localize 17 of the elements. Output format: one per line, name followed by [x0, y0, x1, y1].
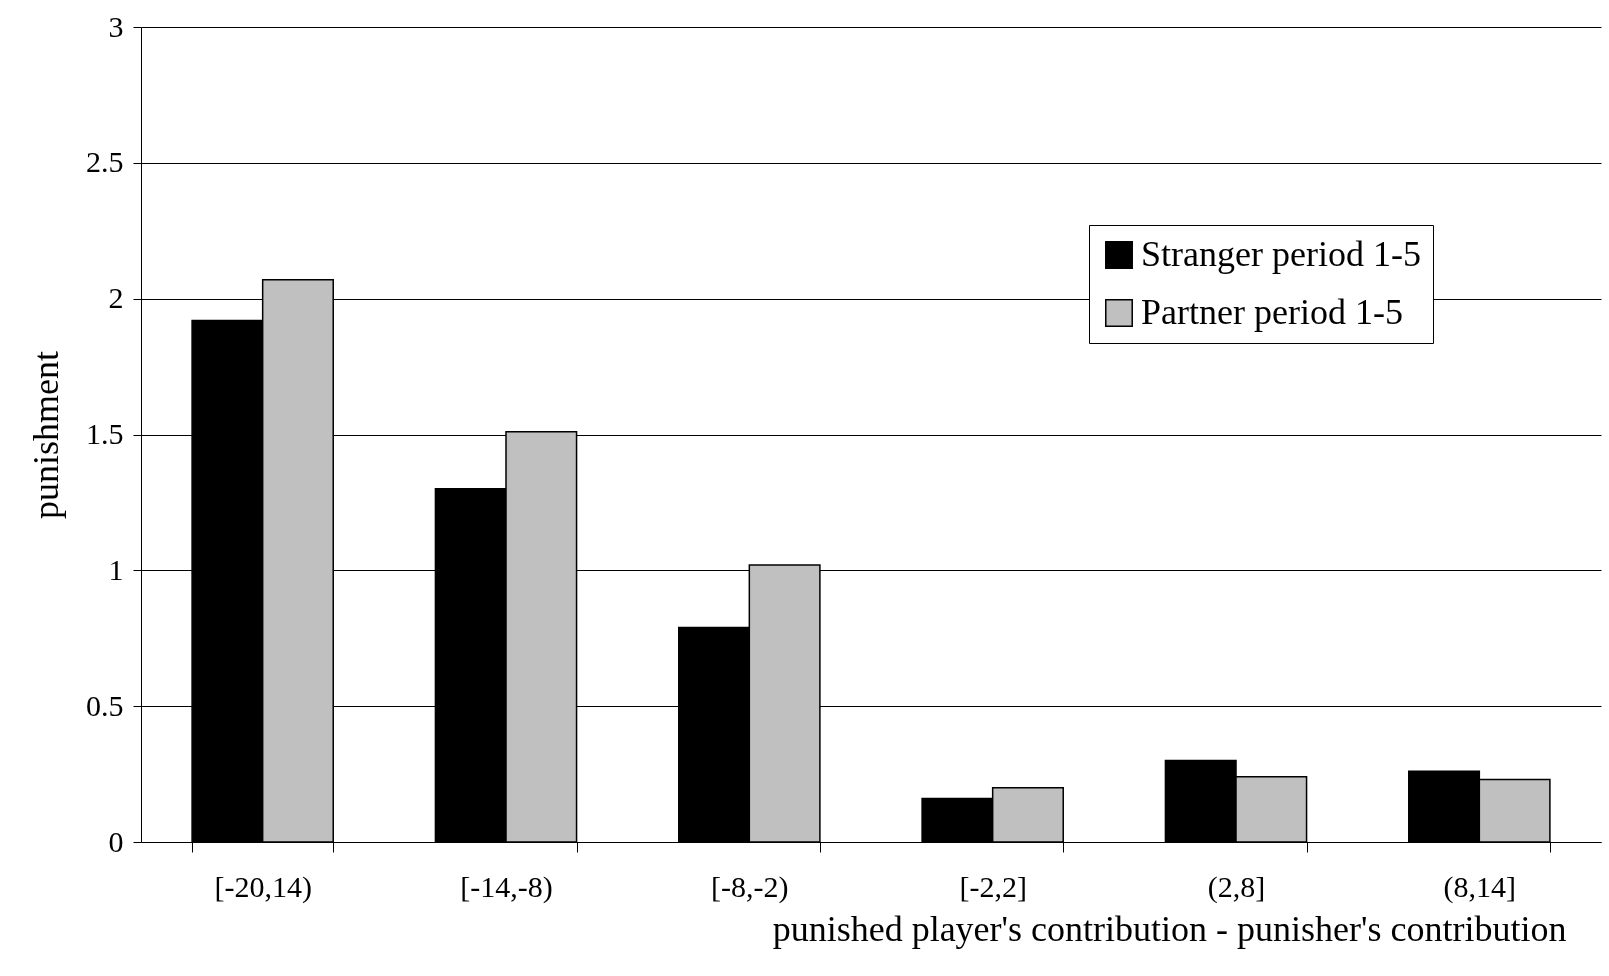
x-tick-label: [-14,-8)	[460, 869, 553, 904]
y-tick-label: 2	[108, 281, 124, 315]
x-tick-label: [-20,14)	[214, 869, 312, 904]
legend-label: Stranger period 1-5	[1141, 234, 1421, 274]
y-tick-label: 3	[108, 9, 124, 43]
x-tick-label: [-2,2]	[959, 869, 1027, 903]
y-tick-label: 2.5	[86, 145, 124, 179]
x-tick-label: (2,8]	[1207, 869, 1266, 904]
x-tick-label: (8,14]	[1443, 869, 1517, 904]
x-tick-label: [-8,-2)	[711, 869, 789, 904]
legend-label: Partner period 1-5	[1141, 292, 1403, 332]
x-axis-title: punished player's contribution - punisher's contribution	[772, 908, 1567, 949]
y-tick-label: 0.5	[86, 688, 124, 722]
y-axis-title: punishment	[26, 351, 66, 519]
y-tick-label: 1.5	[86, 417, 124, 450]
y-tick-label: 0	[108, 824, 124, 858]
y-tick-label: 1	[108, 552, 124, 586]
